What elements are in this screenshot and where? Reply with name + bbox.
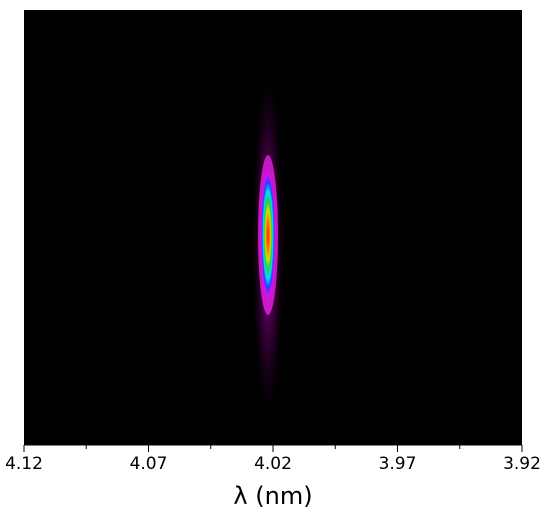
x-tick-label: 3.92	[503, 454, 541, 474]
spot-core	[261, 173, 276, 297]
x-tick-label: 4.07	[130, 454, 168, 474]
x-axis-label: λ (nm)	[233, 482, 312, 510]
x-tick-label: 4.12	[5, 454, 43, 474]
x-tick-label: 3.97	[379, 454, 417, 474]
x-tick-label: 4.02	[254, 454, 292, 474]
spot	[252, 75, 285, 415]
